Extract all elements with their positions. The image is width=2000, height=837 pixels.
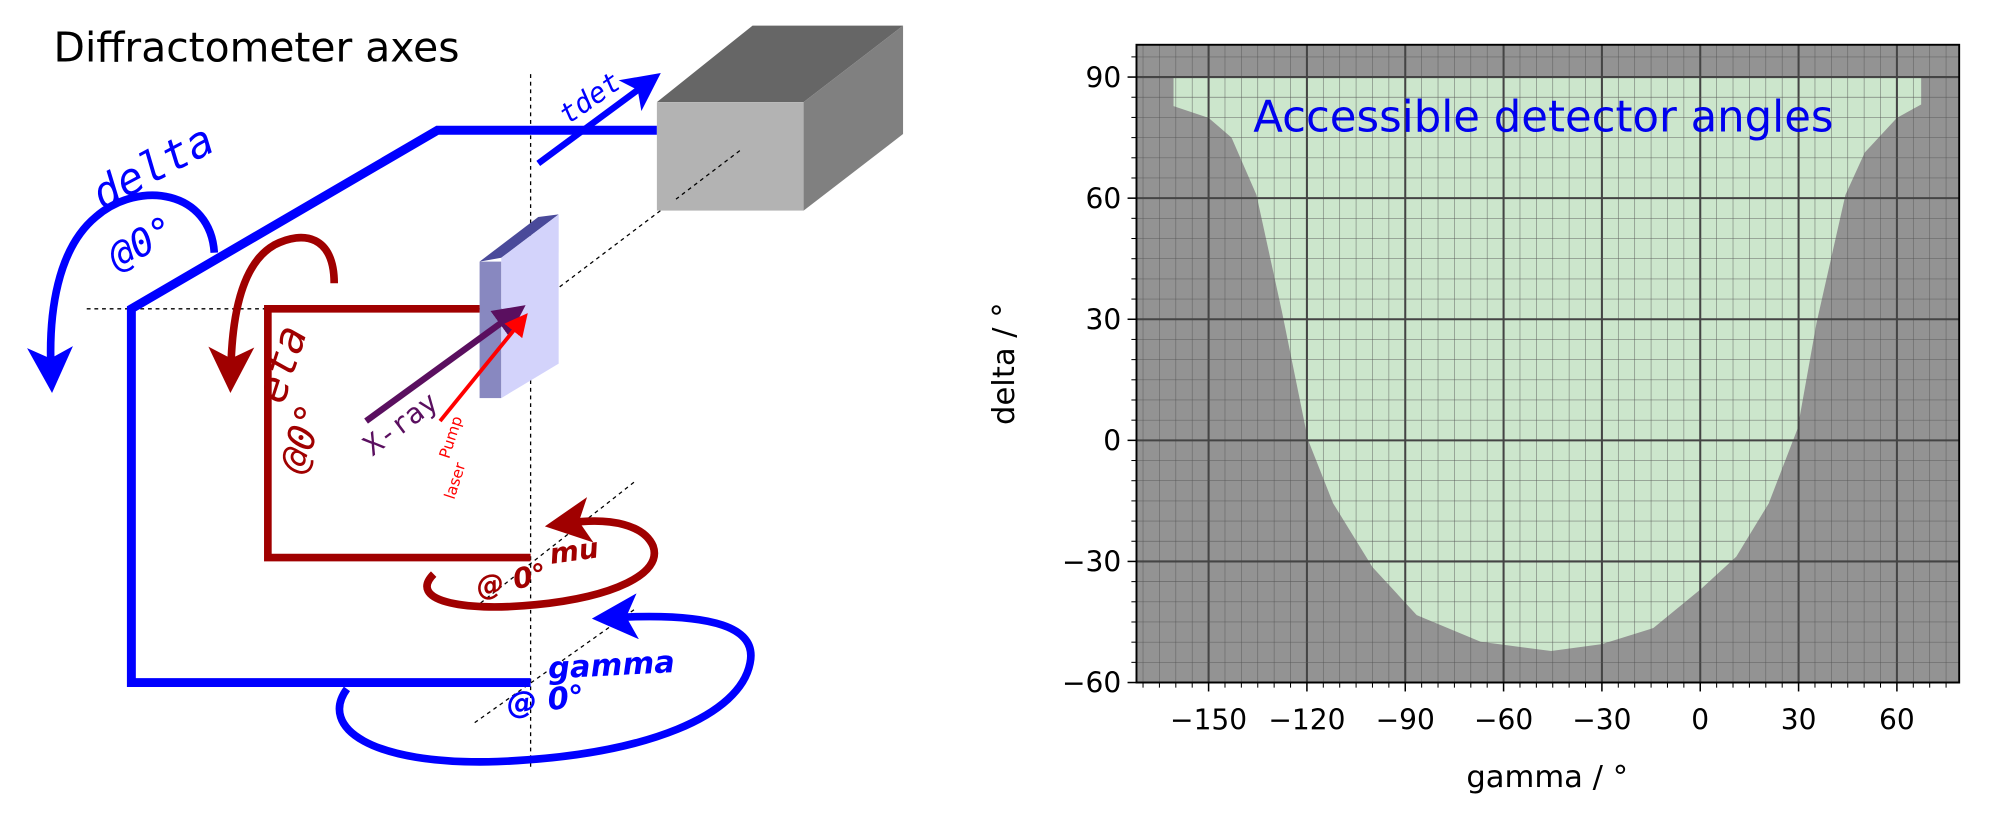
sample-top-edge bbox=[479, 214, 559, 262]
eta-rotation-arrow bbox=[208, 233, 339, 393]
sample-stage-frame bbox=[264, 304, 531, 562]
sample-plate bbox=[479, 214, 559, 399]
delta-label: delta bbox=[84, 115, 223, 220]
tdet-arrow bbox=[536, 72, 661, 166]
gamma-label: gamma bbox=[547, 645, 676, 687]
gamma-angle-label: @ 0° bbox=[505, 679, 586, 722]
accessible-angles-annotation: Accessible detector angles bbox=[1253, 93, 1833, 143]
pump-laser-arrow bbox=[438, 313, 528, 423]
delta-rotation-arrow bbox=[27, 191, 219, 393]
detector-side-face bbox=[803, 25, 904, 211]
diffractometer-diagram: Diffractometer axes tdet delta @0° bbox=[27, 23, 904, 768]
mu-label: mu bbox=[547, 531, 600, 571]
x-tick-label: −150 bbox=[1170, 704, 1247, 737]
plot-frame bbox=[1135, 43, 1961, 684]
y-tick-label: −60 bbox=[1062, 667, 1121, 700]
accessible-region bbox=[1173, 77, 1922, 652]
x-tick-label: −120 bbox=[1268, 704, 1345, 737]
y-tick-label: 60 bbox=[1085, 182, 1121, 215]
delta-angle-label: @0° bbox=[100, 207, 183, 280]
x-axis-label: gamma / ° bbox=[1466, 760, 1628, 795]
x-tick-label: −90 bbox=[1376, 704, 1435, 737]
x-tick-label: 60 bbox=[1879, 704, 1915, 737]
x-tick-label: 30 bbox=[1781, 704, 1817, 737]
sample-front-face bbox=[501, 214, 559, 399]
laser-label: laser bbox=[441, 460, 470, 502]
y-tick-label: −30 bbox=[1062, 546, 1121, 579]
detector-angle-chart: −150 −120 −90 −60 −30 0 30 60 −60 −30 0 30 60 90 Acce… bbox=[987, 43, 1961, 795]
y-tick-label: 30 bbox=[1085, 303, 1121, 336]
plot-area bbox=[1135, 43, 1961, 684]
axis-ticks: −150 −120 −90 −60 −30 0 30 60 −60 −30 0 30 60 90 bbox=[1062, 56, 1947, 737]
mu-angle-label: @ 0° bbox=[473, 557, 550, 604]
detector-box bbox=[656, 25, 904, 211]
gamma-rotation-arrow bbox=[335, 593, 755, 766]
tdet-label: tdet bbox=[553, 65, 627, 131]
detector-arm-frame bbox=[126, 125, 657, 687]
diagram-title: Diffractometer axes bbox=[54, 23, 460, 71]
mu-rotation-arrow bbox=[423, 497, 659, 611]
y-tick-label: 0 bbox=[1103, 425, 1121, 458]
xray-beam-arrow bbox=[364, 305, 526, 424]
mu-axis-line bbox=[471, 481, 635, 611]
detector-front-face bbox=[656, 102, 804, 211]
beam-axis-line bbox=[530, 150, 741, 310]
x-tick-label: −60 bbox=[1474, 704, 1533, 737]
x-tick-label: −30 bbox=[1572, 704, 1631, 737]
eta-angle-label: @0° bbox=[270, 398, 334, 479]
detector-top-face bbox=[656, 25, 904, 103]
eta-label: eta bbox=[246, 319, 318, 409]
x-tick-label: 0 bbox=[1691, 704, 1709, 737]
y-axis-label: delta / ° bbox=[987, 302, 1022, 425]
y-tick-label: 90 bbox=[1085, 61, 1121, 94]
